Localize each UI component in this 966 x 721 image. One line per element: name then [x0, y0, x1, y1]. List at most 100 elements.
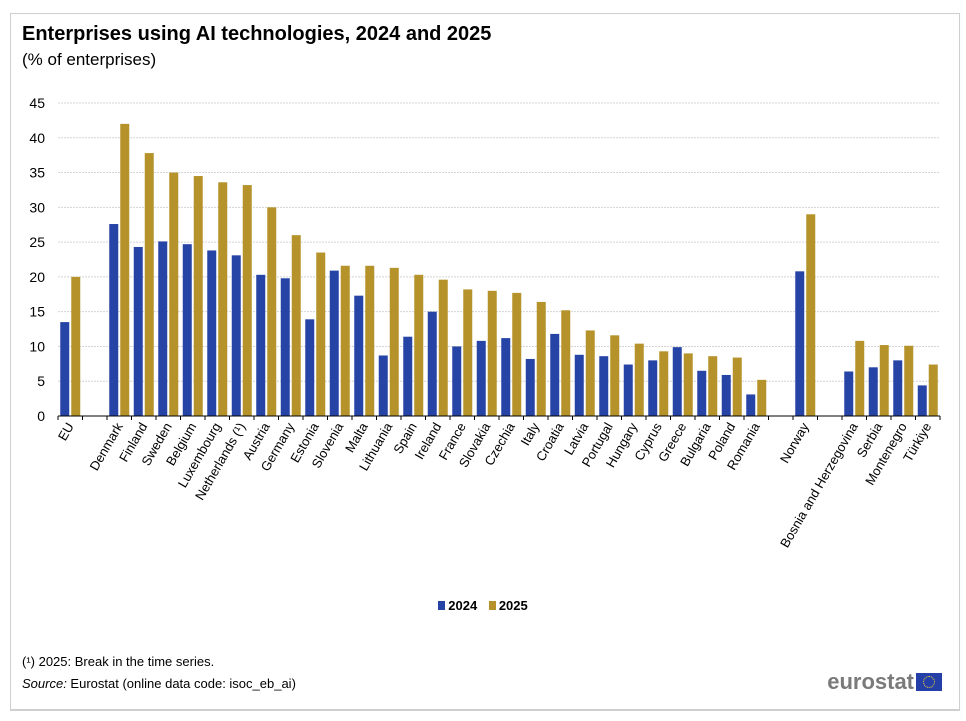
- bar-2024-Poland: [721, 374, 731, 416]
- bar-2024-Portugal: [599, 356, 609, 416]
- bar-2025-Sweden: [169, 172, 179, 416]
- eurostat-logo: eurostat: [827, 669, 942, 695]
- x-tick-label: Norway: [777, 420, 812, 466]
- bar-2025-Bosnia and Herzegovina: [855, 340, 865, 416]
- bar-2024-Netherlands (¹): [231, 255, 241, 416]
- bar-2025-Latvia: [585, 330, 595, 416]
- bar-2024-Italy: [525, 358, 535, 416]
- bar-2025-Hungary: [634, 343, 644, 416]
- y-tick-label: 0: [37, 408, 45, 424]
- legend-item-2024: 2024: [438, 598, 477, 613]
- bar-2025-Spain: [414, 274, 424, 416]
- bar-2024-Bosnia and Herzegovina: [844, 371, 854, 416]
- bar-2024-EU: [60, 322, 70, 416]
- bar-2025-Greece: [683, 353, 693, 416]
- legend: 2024 2025: [0, 598, 966, 613]
- bar-2025-Lithuania: [389, 267, 399, 416]
- bar-2024-Romania: [746, 394, 756, 416]
- bar-2025-Luxembourg: [218, 182, 228, 416]
- bar-2024-Bulgaria: [697, 370, 707, 416]
- source-label: Source:: [22, 676, 67, 691]
- y-tick-label: 10: [29, 338, 45, 354]
- x-tick-label: Denmark: [86, 420, 126, 474]
- bar-2025-Ireland: [438, 279, 448, 416]
- bar-2024-Spain: [403, 336, 413, 416]
- bar-2024-Luxembourg: [207, 250, 217, 416]
- bar-2025-France: [463, 289, 473, 416]
- bar-2025-Malta: [365, 265, 375, 416]
- bar-2024-Slovenia: [329, 270, 339, 416]
- bar-2025-Bulgaria: [708, 356, 718, 416]
- bar-2025-Slovenia: [340, 265, 350, 416]
- bar-2025-Belgium: [193, 176, 203, 416]
- bar-2025-Serbia: [879, 345, 889, 416]
- bar-2025-EU: [71, 276, 81, 416]
- bar-2024-Croatia: [550, 333, 560, 416]
- source-text: Eurostat (online data code: isoc_eb_ai): [66, 676, 296, 691]
- divider: [10, 709, 960, 710]
- bar-2024-Slovakia: [476, 340, 486, 416]
- bar-2024-Belgium: [182, 244, 192, 416]
- legend-swatch-2025: [488, 601, 496, 610]
- source-note: Source: Eurostat (online data code: isoc…: [22, 676, 296, 691]
- bar-2025-Türkiye: [928, 364, 938, 416]
- bar-2024-Cyprus: [648, 360, 658, 416]
- y-tick-label: 25: [29, 234, 45, 250]
- bar-2024-Denmark: [109, 224, 119, 416]
- bar-2025-Italy: [536, 301, 546, 416]
- bar-2024-Türkiye: [917, 385, 927, 416]
- bar-2025-Netherlands (¹): [242, 185, 252, 416]
- bar-2025-Montenegro: [904, 345, 914, 416]
- bar-2024-Ireland: [427, 311, 437, 416]
- y-tick-label: 20: [29, 269, 45, 285]
- bar-2024-Sweden: [158, 241, 168, 416]
- x-axis: EU DenmarkFinlandSwedenBelgiumLuxembourgN…: [55, 415, 941, 550]
- chart-title: Enterprises using AI technologies, 2024 …: [22, 23, 492, 45]
- y-tick-label: 30: [29, 199, 45, 215]
- bar-2024-Lithuania: [378, 355, 388, 416]
- bar-2024-Malta: [354, 295, 364, 416]
- x-tick-label: Italy: [517, 420, 542, 449]
- bar-2024-Greece: [672, 347, 682, 416]
- bar-2025-Estonia: [316, 252, 326, 416]
- legend-label-2024: 2024: [448, 598, 478, 613]
- bar-2024-Czechia: [501, 338, 511, 416]
- bar-2024-Austria: [256, 274, 266, 416]
- legend-label-2025: 2025: [498, 598, 528, 613]
- legend-swatch-2024: [438, 601, 446, 610]
- bar-2024-Germany: [280, 278, 290, 416]
- y-tick-label: 40: [29, 130, 45, 146]
- eu-flag-icon: [916, 673, 942, 691]
- legend-item-2025: 2025: [488, 598, 528, 613]
- y-tick-label: 5: [37, 373, 45, 389]
- x-tick-label: EU: [55, 420, 77, 443]
- bar-2025-Germany: [291, 235, 301, 416]
- y-tick-label: 45: [29, 95, 45, 111]
- footnote: (¹) 2025: Break in the time series.: [22, 654, 215, 669]
- bar-2024-Finland: [133, 246, 143, 416]
- gridlines: [58, 102, 940, 382]
- bar-2025-Finland: [144, 153, 154, 416]
- bar-2024-Hungary: [623, 364, 633, 416]
- bar-2025-Croatia: [561, 310, 571, 416]
- bars: [60, 123, 938, 416]
- bar-2024-Estonia: [305, 319, 315, 416]
- bar-2025-Norway: [806, 214, 816, 416]
- bar-2024-France: [452, 346, 462, 416]
- y-tick-label: 15: [29, 304, 45, 320]
- bar-2024-Norway: [795, 271, 805, 416]
- bar-2025-Cyprus: [659, 351, 669, 416]
- bar-2024-Latvia: [574, 354, 584, 416]
- chart-subtitle: (% of enterprises): [22, 50, 157, 69]
- bar-2025-Poland: [732, 357, 742, 416]
- bar-2025-Austria: [267, 207, 277, 416]
- bar-2025-Portugal: [610, 335, 620, 416]
- bar-2025-Denmark: [120, 123, 130, 416]
- bar-2025-Czechia: [512, 292, 522, 416]
- bar-2025-Slovakia: [487, 290, 497, 416]
- bar-2024-Serbia: [868, 367, 878, 416]
- eurostat-logo-text: eurostat: [827, 669, 914, 694]
- y-tick-label: 35: [29, 165, 45, 181]
- y-axis: 0 5 10 15 20 25 30 35 40 45: [29, 95, 45, 424]
